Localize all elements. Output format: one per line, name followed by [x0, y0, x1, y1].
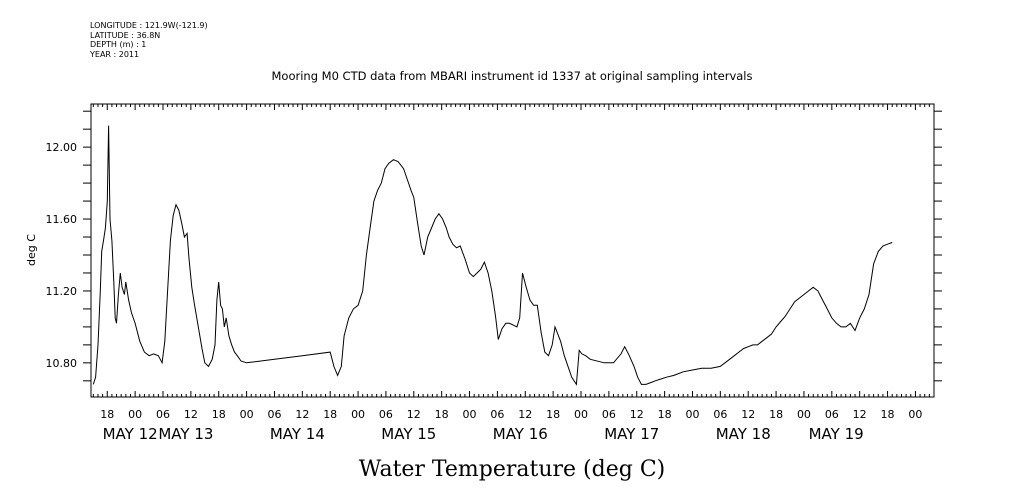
x-tick-label: 12 — [853, 408, 867, 421]
y-tick-labels: 10.80 11.20 11.60 12.00 — [46, 141, 78, 370]
x-tick-label: 18 — [546, 408, 560, 421]
x-tick-label: 00 — [797, 408, 811, 421]
x-tick-label: 18 — [323, 408, 337, 421]
day-label: MAY 16 — [493, 425, 548, 443]
day-label: MAY 13 — [158, 425, 213, 443]
x-tick-label: 00 — [128, 408, 142, 421]
x-tick-label: 06 — [267, 408, 281, 421]
x-tick-label: 18 — [212, 408, 226, 421]
x-tick-label: 18 — [658, 408, 672, 421]
x-tick-label: 00 — [351, 408, 365, 421]
y-tick-label: 12.00 — [46, 141, 78, 154]
temperature-series-line — [92, 125, 893, 386]
x-tick-label: 18 — [769, 408, 783, 421]
day-label: MAY 18 — [716, 425, 771, 443]
x-tick-label: 18 — [435, 408, 449, 421]
x-tick-label: 00 — [240, 408, 254, 421]
x-tick-label: 06 — [825, 408, 839, 421]
meta-year: YEAR : 2011 — [90, 49, 140, 59]
x-tick-labels: 18 00 06 12 18 00 06 12 18 00 06 12 18 00 06 12 18 00 06 12… — [100, 408, 922, 421]
x-tick-label: 00 — [574, 408, 588, 421]
meta-depth: DEPTH (m) : 1 — [90, 40, 147, 49]
x-tick-label: 12 — [184, 408, 198, 421]
x-tick-label: 06 — [713, 408, 727, 421]
x-tick-label: 00 — [685, 408, 699, 421]
x-tick-label: 06 — [602, 408, 616, 421]
y-axis-label: deg C — [25, 234, 38, 266]
x-tick-label: 12 — [518, 408, 532, 421]
meta-longitude: LONGITUDE : 121.9W(-121.9) — [90, 21, 208, 30]
x-axis-title: Water Temperature (deg C) — [359, 457, 666, 482]
axis-ticks — [83, 104, 942, 397]
day-label: MAY 12 — [103, 425, 158, 443]
x-tick-label: 18 — [100, 408, 114, 421]
dataset-metadata: LONGITUDE : 121.9W(-121.9) LATITUDE : 36… — [90, 21, 208, 59]
chart-title: Mooring M0 CTD data from MBARI instrumen… — [272, 69, 753, 83]
y-tick-label: 10.80 — [46, 357, 78, 370]
y-tick-label: 11.60 — [46, 213, 78, 226]
x-tick-label: 06 — [379, 408, 393, 421]
day-label: MAY 19 — [809, 425, 864, 443]
x-tick-label: 12 — [295, 408, 309, 421]
y-tick-label: 11.20 — [46, 285, 78, 298]
day-label: MAY 17 — [604, 425, 659, 443]
x-tick-label: 06 — [490, 408, 504, 421]
day-label: MAY 14 — [270, 425, 325, 443]
x-tick-label: 12 — [741, 408, 755, 421]
x-tick-label: 00 — [463, 408, 477, 421]
x-tick-label: 18 — [881, 408, 895, 421]
meta-latitude: LATITUDE : 36.8N — [90, 30, 161, 40]
plot-frame — [90, 103, 935, 398]
day-label: MAY 15 — [381, 425, 436, 443]
x-tick-label: 12 — [407, 408, 421, 421]
day-labels: MAY 12 MAY 13 MAY 14 MAY 15 MAY 16 MAY 17 MAY … — [103, 425, 864, 443]
x-tick-label: 06 — [156, 408, 170, 421]
x-tick-label: 12 — [630, 408, 644, 421]
x-tick-label: 00 — [908, 408, 922, 421]
